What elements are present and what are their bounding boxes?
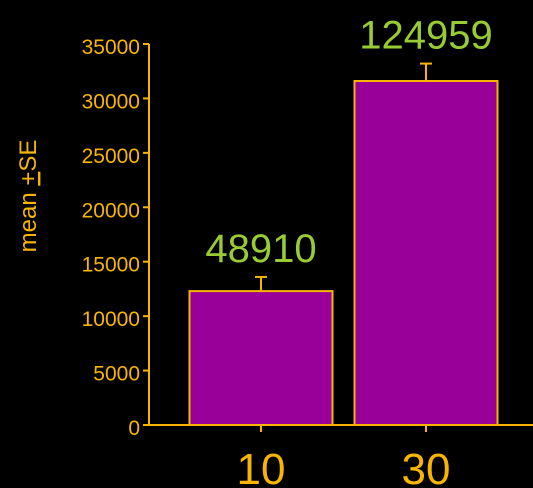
y-axis-title-suffix: SE bbox=[15, 140, 42, 172]
y-axis-title-pm: + bbox=[15, 172, 42, 186]
bars bbox=[188, 62, 499, 427]
x-tick-label: 10 bbox=[237, 445, 286, 488]
y-axis-title-prefix: mean bbox=[15, 186, 42, 253]
bar bbox=[188, 290, 334, 426]
data-label: 124959 bbox=[359, 14, 492, 58]
y-tick-label: 15000 bbox=[82, 254, 140, 277]
y-tick-label: 10000 bbox=[82, 308, 140, 331]
y-tick-label: 30000 bbox=[82, 90, 140, 113]
labels: 10 48910 30 124959 bbox=[205, 14, 492, 488]
y-tick-label: 20000 bbox=[82, 199, 140, 222]
y-tick-label: 35000 bbox=[82, 36, 140, 59]
data-label: 48910 bbox=[205, 227, 316, 271]
y-tick-label: 25000 bbox=[82, 145, 140, 168]
y-tick-label: 5000 bbox=[93, 363, 140, 386]
y-tick-label: 0 bbox=[128, 417, 140, 440]
y-axis-title: mean +SE bbox=[15, 140, 42, 253]
bar bbox=[353, 80, 499, 427]
x-tick-label: 30 bbox=[402, 445, 451, 488]
axes: 0 5000 10000 15000 20000 25000 30000 35000 bbox=[82, 36, 533, 440]
